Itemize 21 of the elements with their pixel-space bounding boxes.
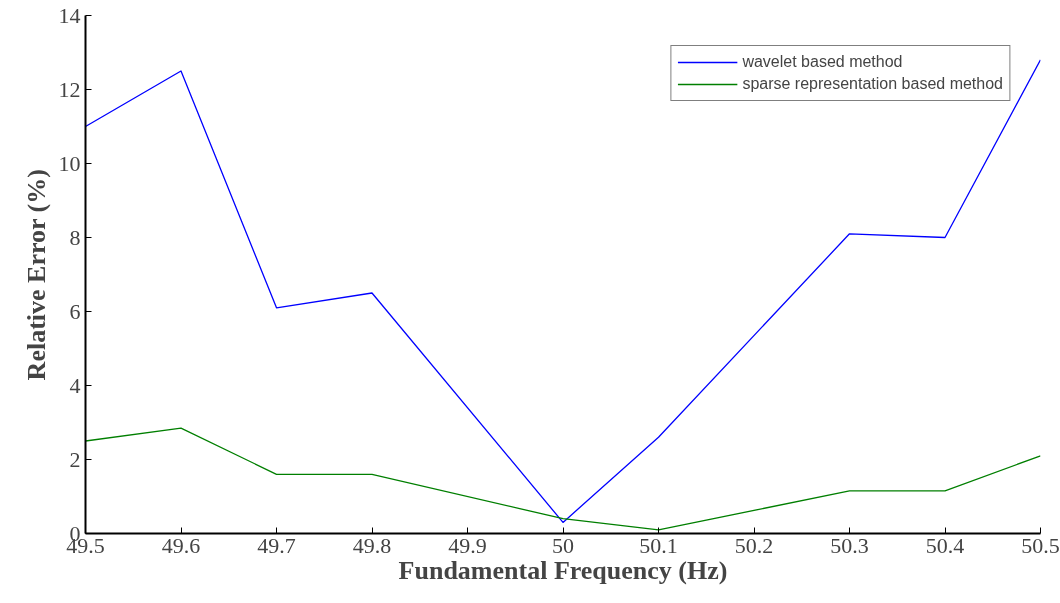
legend-label: sparse representation based method (742, 75, 1003, 93)
y-tick-label: 10 (58, 150, 81, 176)
x-tick-label: 50 (552, 532, 574, 558)
x-tick-label: 50.5 (1021, 532, 1060, 558)
x-tick-label: 49.9 (448, 532, 487, 558)
x-tick-label: 49.8 (352, 532, 392, 558)
y-tick-label: 2 (69, 446, 81, 472)
x-tick-label: 49.7 (257, 532, 296, 558)
x-tick-label: 50.4 (925, 532, 965, 558)
y-tick-label: 4 (69, 372, 81, 398)
y-tick-label: 6 (69, 298, 81, 324)
y-axis-title: Relative Error (%) (21, 169, 51, 381)
y-tick-label: 12 (58, 76, 81, 102)
x-axis-title: Fundamental Frequency (Hz) (398, 555, 728, 585)
x-tick-label: 50.3 (830, 532, 869, 558)
legend-label: wavelet based method (742, 53, 903, 71)
y-tick-label: 14 (58, 2, 81, 28)
y-tick-label: 8 (69, 224, 81, 250)
x-tick-label: 50.2 (734, 532, 774, 558)
x-tick-label: 50.1 (639, 532, 678, 558)
x-tick-label: 49.6 (161, 532, 201, 558)
